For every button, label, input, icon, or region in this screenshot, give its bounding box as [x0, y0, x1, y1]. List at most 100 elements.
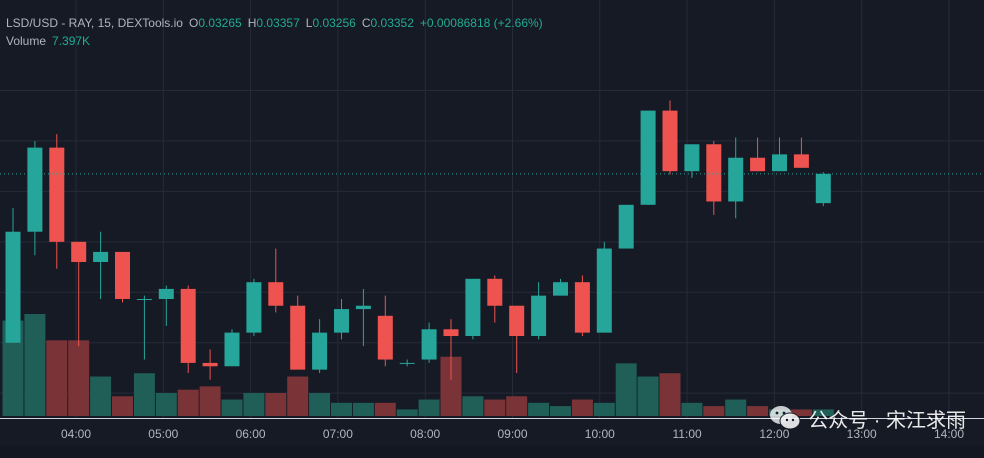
volume-bar — [571, 399, 593, 416]
ohlc-row: LSD/USD - RAY, 15, DEXTools.io O 0.03265… — [6, 14, 543, 32]
candle-body — [246, 282, 262, 333]
x-tick-label: 10:00 — [584, 427, 615, 441]
candle[interactable] — [662, 100, 678, 175]
candle[interactable] — [772, 137, 787, 172]
candle[interactable] — [465, 278, 481, 340]
volume-bar — [24, 314, 46, 416]
candle-body — [706, 144, 722, 202]
candle-body — [136, 299, 152, 300]
candle-body — [684, 144, 700, 172]
candle-body — [312, 332, 328, 370]
volume-bar — [747, 406, 769, 416]
candle[interactable] — [268, 248, 284, 313]
candle[interactable] — [815, 172, 831, 207]
x-tick-label: 06:00 — [235, 427, 266, 441]
candle[interactable] — [793, 137, 809, 168]
volume-bar — [2, 320, 24, 416]
candle[interactable] — [93, 231, 109, 299]
candle[interactable] — [377, 295, 393, 367]
candle[interactable] — [574, 275, 590, 336]
candle[interactable] — [334, 299, 349, 340]
volume-bar — [112, 396, 133, 416]
candle[interactable] — [180, 285, 196, 373]
candle[interactable] — [136, 295, 152, 360]
candle[interactable] — [553, 278, 568, 296]
low-value: 0.03256 — [312, 16, 356, 30]
volume-bar — [418, 399, 440, 416]
volume-bar — [484, 399, 506, 416]
volume-bars — [2, 314, 834, 416]
candle[interactable] — [355, 288, 371, 347]
candle-body — [596, 248, 612, 333]
candle[interactable] — [706, 140, 722, 215]
candle[interactable] — [443, 319, 459, 380]
volume-bar — [462, 396, 484, 416]
candle[interactable] — [728, 137, 744, 219]
volume-bar — [593, 402, 615, 416]
candle-body — [618, 204, 634, 249]
volume-bar — [68, 340, 90, 416]
candle[interactable] — [246, 278, 262, 336]
candle-body — [421, 329, 437, 360]
candles — [5, 100, 831, 380]
candle-body — [268, 282, 284, 306]
x-tick-label: 08:00 — [410, 427, 441, 441]
high-value: 0.03357 — [256, 16, 300, 30]
candle[interactable] — [421, 322, 437, 363]
volume-bar — [90, 376, 112, 416]
candle[interactable] — [224, 329, 240, 367]
candle[interactable] — [596, 241, 612, 333]
candle[interactable] — [115, 251, 130, 303]
wechat-icon — [768, 403, 802, 433]
candle[interactable] — [618, 204, 634, 249]
candle-body — [27, 147, 43, 232]
volume-bar — [331, 402, 352, 416]
candle[interactable] — [5, 208, 21, 343]
candle-body — [728, 157, 744, 202]
watermark-text: 公众号 · 宋江求雨 — [808, 409, 966, 432]
candle-body — [509, 305, 525, 336]
candle[interactable] — [202, 349, 218, 380]
close-value: 0.03352 — [370, 16, 414, 30]
candle[interactable] — [158, 285, 174, 326]
volume-bar — [221, 399, 243, 416]
volume-value: 7.397K — [52, 34, 91, 48]
candle[interactable] — [684, 144, 700, 178]
candle[interactable] — [750, 137, 766, 172]
candle[interactable] — [27, 140, 43, 256]
candle-body — [574, 282, 590, 333]
volume-bar — [309, 392, 331, 416]
volume-bar — [396, 409, 418, 416]
candle-body — [399, 362, 415, 364]
volume-bar — [637, 376, 659, 416]
candle[interactable] — [531, 282, 547, 340]
candle[interactable] — [71, 241, 87, 347]
candle-body — [531, 295, 547, 336]
low-label: L — [305, 16, 313, 30]
candle-body — [93, 251, 109, 262]
volume-bar — [790, 409, 812, 416]
candle[interactable] — [509, 305, 525, 373]
candle-body — [180, 288, 196, 363]
volume-bar — [681, 402, 703, 416]
candle[interactable] — [49, 134, 65, 269]
candle[interactable] — [399, 359, 415, 367]
candle[interactable] — [487, 275, 503, 323]
volume-bar — [659, 373, 681, 416]
candle-body — [553, 282, 568, 296]
grid-lines — [0, 0, 984, 418]
volume-bar — [177, 389, 199, 416]
time-axis[interactable]: 04:00 05:00 06:00 07:00 08:00 09:00 10:00 11:00… — [0, 418, 984, 447]
high-label: H — [247, 16, 257, 30]
volume-bar — [812, 409, 834, 416]
candle-body — [815, 173, 831, 204]
volume-bar — [265, 392, 287, 416]
volume-bar — [352, 402, 374, 416]
candle[interactable] — [290, 295, 306, 370]
volume-bar — [440, 356, 462, 416]
volume-bar — [725, 399, 747, 416]
candle[interactable] — [312, 319, 328, 373]
x-tick-label: 07:00 — [322, 427, 353, 441]
candle[interactable] — [640, 110, 656, 205]
